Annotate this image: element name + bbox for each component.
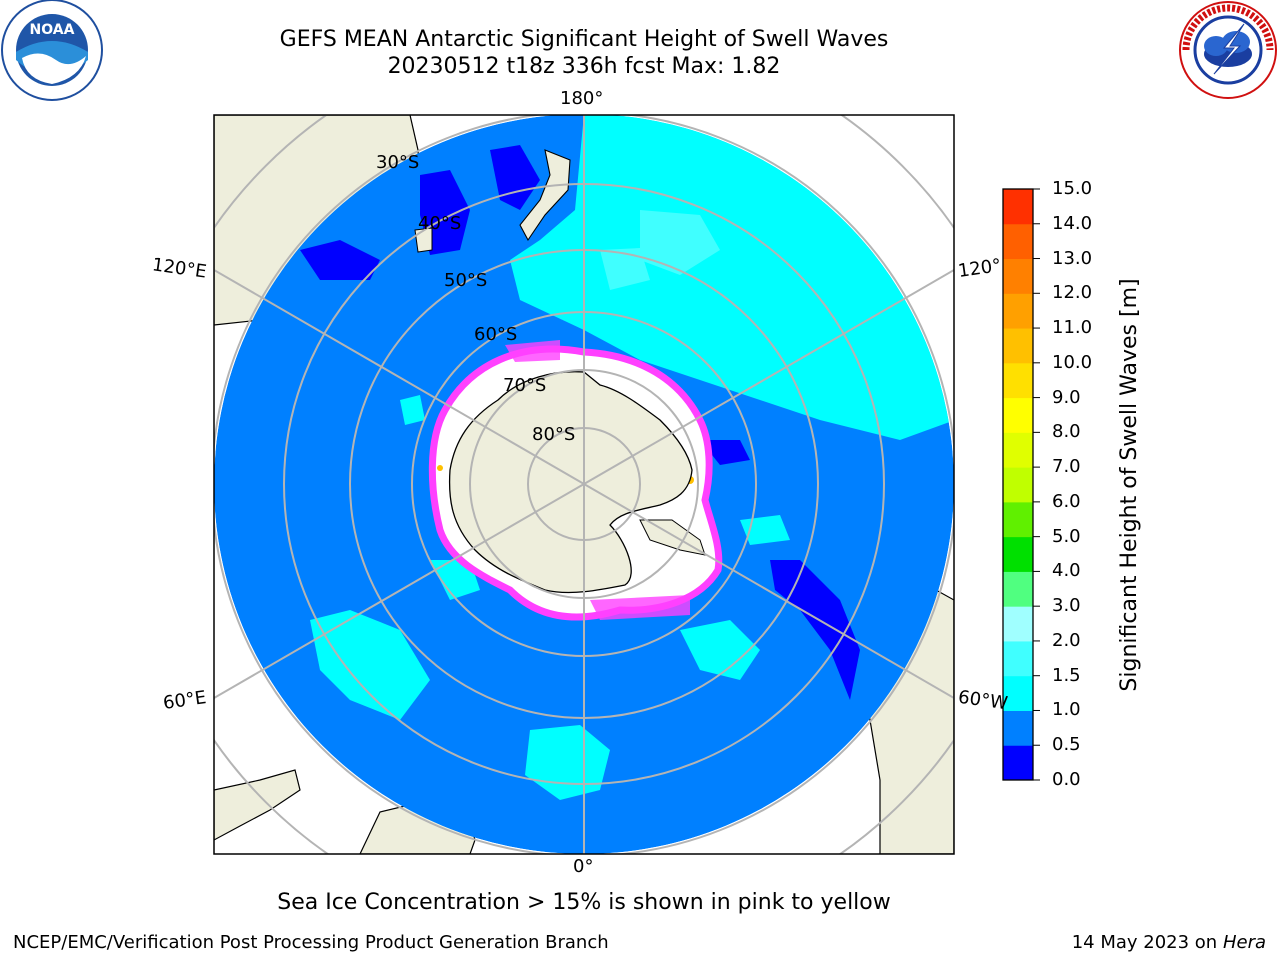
colorbar-band <box>1003 675 1033 711</box>
colorbar-tick-label: 0.5 <box>1052 734 1081 756</box>
colorbar-band <box>1003 223 1033 260</box>
colorbar-band <box>1003 571 1033 607</box>
lat-label-30s: 30°S <box>376 152 420 173</box>
lat-label-60s: 60°S <box>474 324 518 345</box>
lon-label-0: 0° <box>573 856 594 877</box>
colorbar-band <box>1003 745 1033 781</box>
noaa-logo-icon: NOAA <box>1 0 103 101</box>
colorbar-tick-label: 15.0 <box>1052 178 1093 199</box>
footer-date: 14 May 2023 on Hera <box>1072 932 1266 953</box>
colorbar <box>1003 188 1040 781</box>
colorbar-tick-label: 10.0 <box>1052 351 1093 373</box>
colorbar-band <box>1003 258 1033 294</box>
colorbar-band <box>1003 467 1033 503</box>
colorbar-tick-label: 11.0 <box>1052 317 1093 339</box>
lat-label-80s: 80°S <box>532 424 576 445</box>
lat-label-50s: 50°S <box>444 270 488 291</box>
lat-label-70s: 70°S <box>503 375 547 396</box>
colorbar-band <box>1003 328 1033 364</box>
antarctica-landmass <box>448 371 693 594</box>
colorbar-band <box>1003 293 1033 329</box>
colorbar-band <box>1003 432 1033 468</box>
footer-date-text: 14 May 2023 on <box>1071 932 1218 953</box>
colorbar-tick-label: 8.0 <box>1052 421 1081 443</box>
chart-title: GEFS MEAN Antarctic Significant Height o… <box>279 27 889 52</box>
colorbar-band <box>1003 362 1033 399</box>
colorbar-tick-label: 9.0 <box>1052 386 1081 408</box>
graticule <box>214 115 954 854</box>
colorbar-tick-label: 2.0 <box>1052 629 1081 651</box>
lat-label-40s: 40°S <box>418 213 462 234</box>
colorbar-tick-label: 14.0 <box>1052 212 1093 234</box>
colorbar-tick-label: 1.0 <box>1052 699 1081 721</box>
colorbar-tick-label: 12.0 <box>1052 282 1093 304</box>
colorbar-tick-label: 13.0 <box>1052 247 1093 269</box>
colorbar-tick-label: 4.0 <box>1052 560 1081 582</box>
colorbar-tick-label: 6.0 <box>1052 490 1081 512</box>
colorbar-tick-label: 0.0 <box>1052 769 1081 790</box>
lon-label-180: 180° <box>560 88 604 109</box>
colorbar-title: Significant Height of Swell Waves [m] <box>1117 278 1142 692</box>
nws-logo-icon <box>1179 1 1277 99</box>
colorbar-tick-label: 1.5 <box>1052 664 1081 686</box>
colorbar-band <box>1003 189 1033 225</box>
colorbar-band <box>1003 606 1033 642</box>
colorbar-band <box>1003 501 1033 538</box>
footer-machine: Hera <box>1222 932 1266 953</box>
noaa-logo-text: NOAA <box>30 22 75 38</box>
colorbar-tick-label: 7.0 <box>1052 456 1081 478</box>
colorbar-band <box>1003 640 1033 677</box>
colorbar-band <box>1003 397 1033 433</box>
sea-ice-note: Sea Ice Concentration > 15% is shown in … <box>277 890 891 915</box>
chart-subtitle: 20230512 t18z 336h fcst Max: 1.82 <box>387 54 781 79</box>
new-zealand-landmass <box>519 149 571 242</box>
africa-landmass <box>214 769 301 841</box>
colorbar-band <box>1003 536 1033 572</box>
colorbar-tick-label: 3.0 <box>1052 595 1081 617</box>
footer-branch: NCEP/EMC/Verification Post Processing Pr… <box>13 932 609 953</box>
colorbar-band <box>1003 710 1033 746</box>
colorbar-tick-label: 5.0 <box>1052 525 1081 547</box>
